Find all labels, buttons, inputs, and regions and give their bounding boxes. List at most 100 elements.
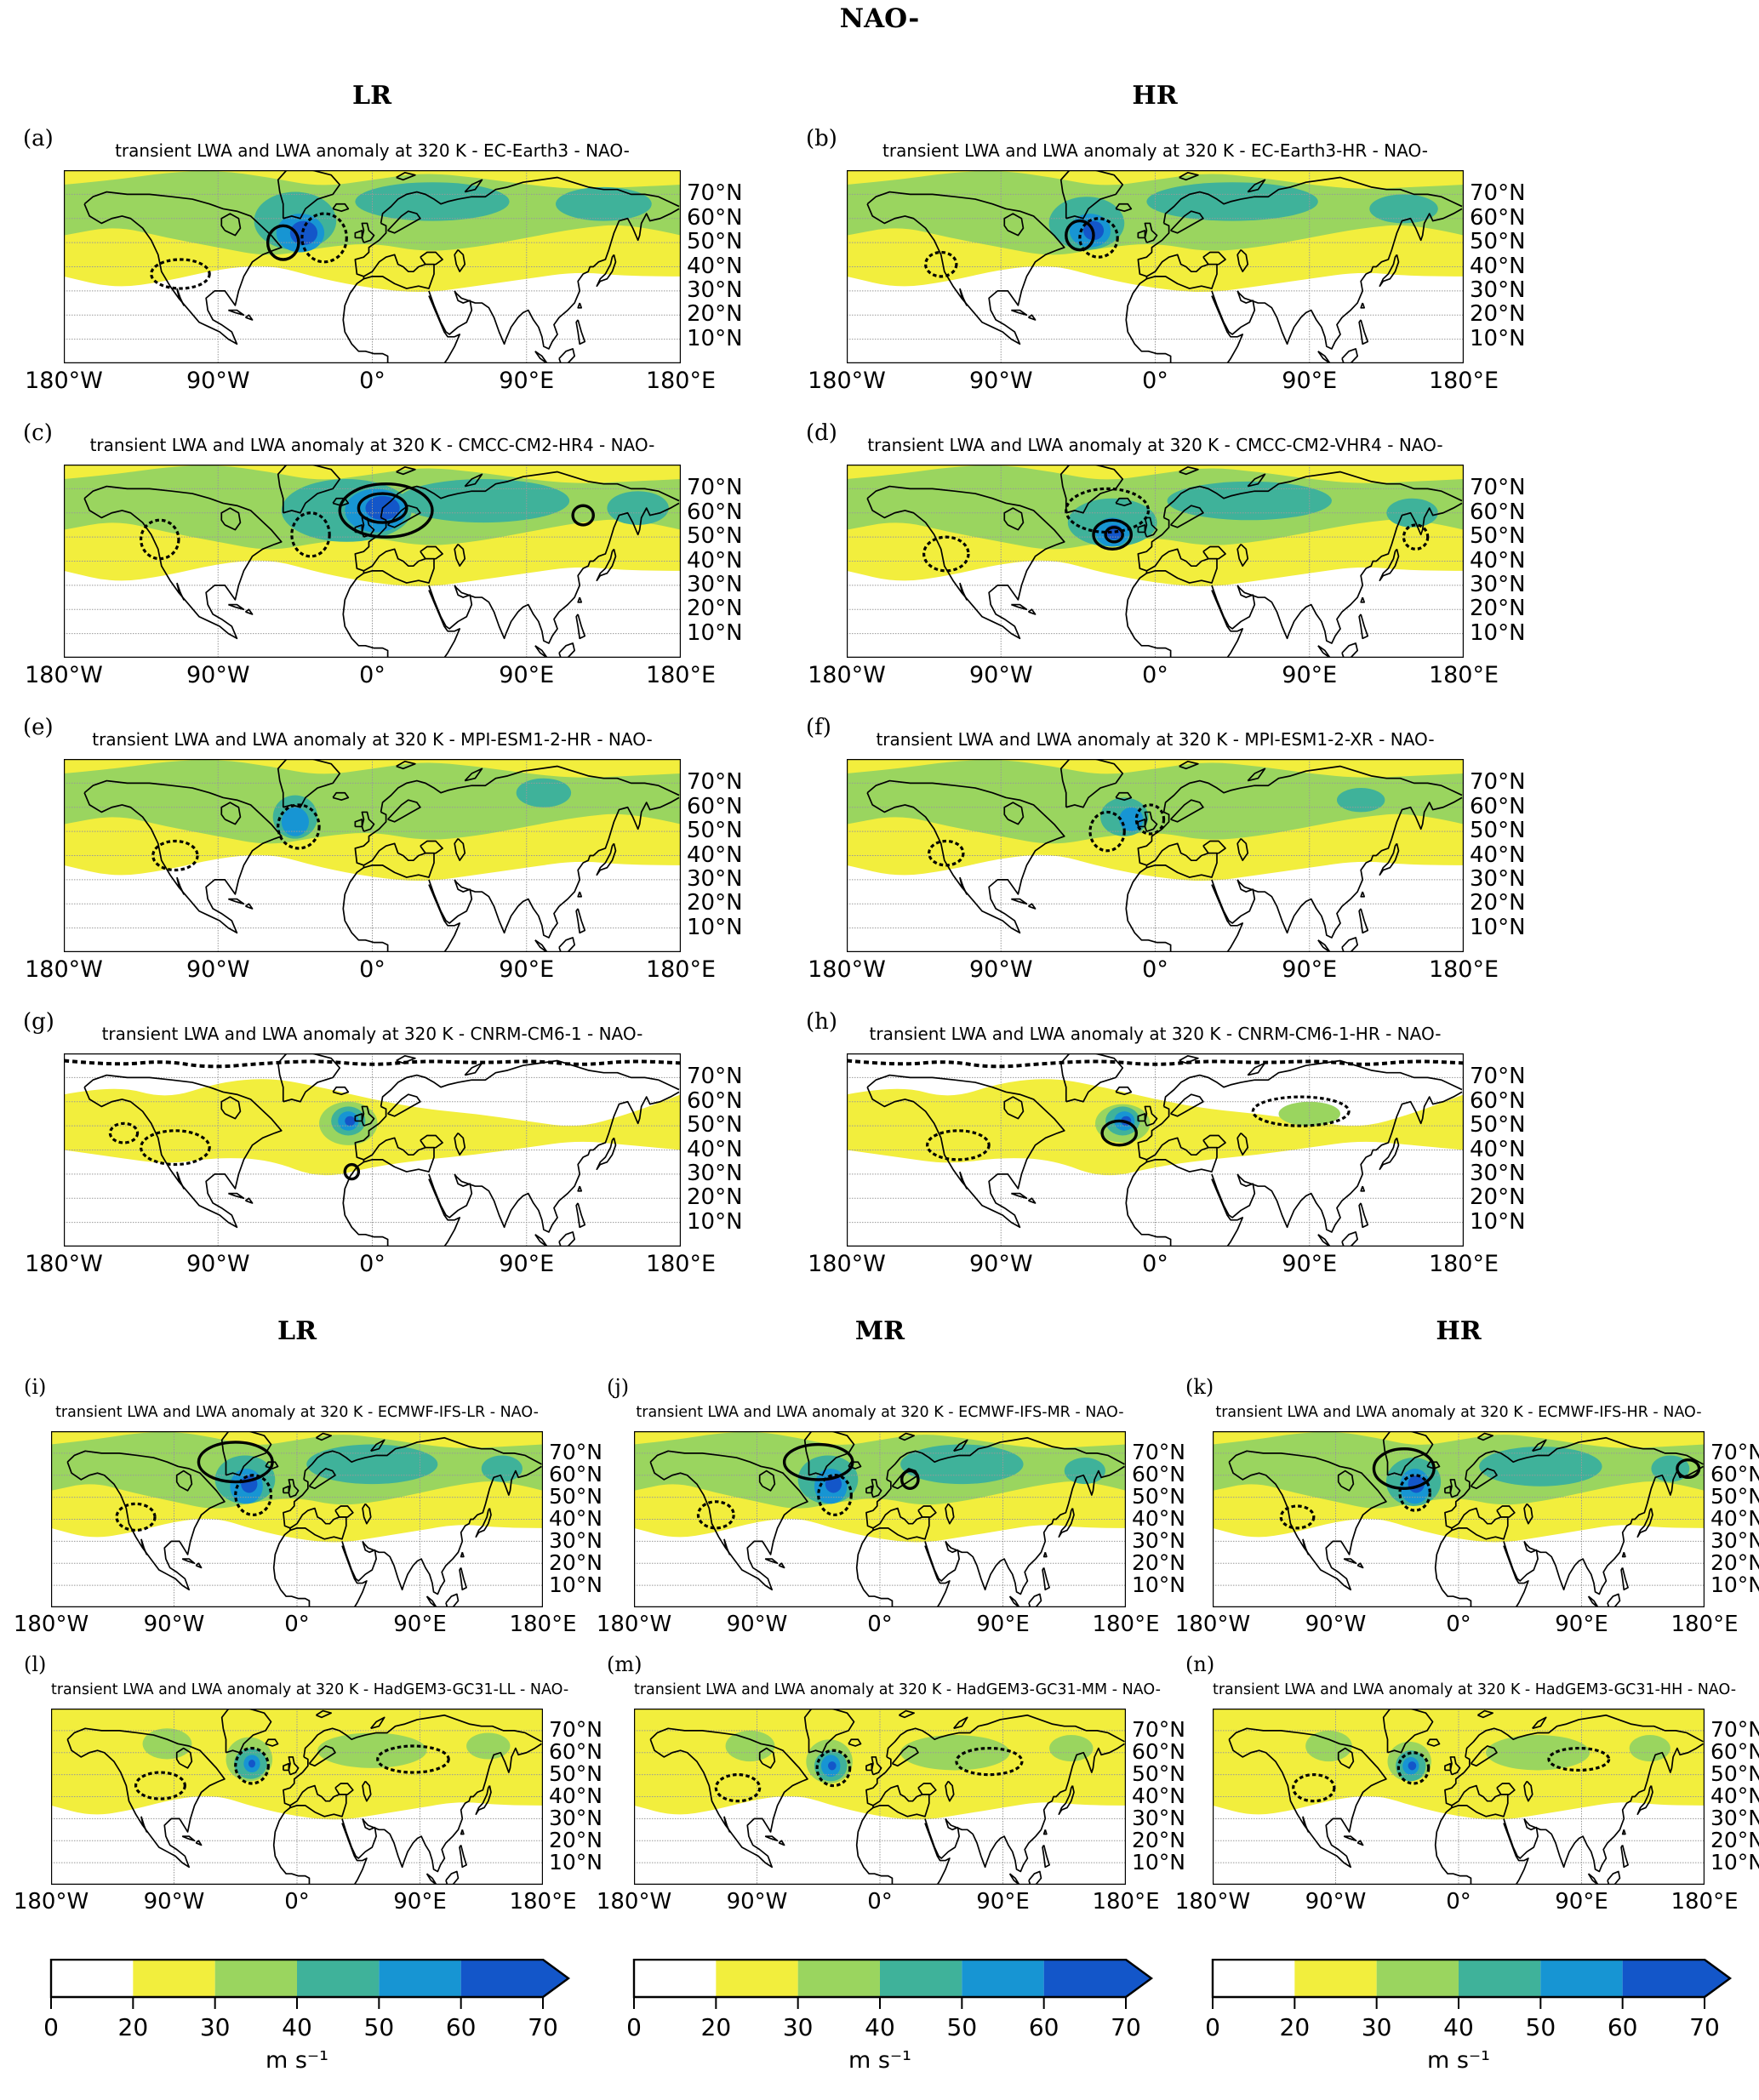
- lat-label: 60°N: [1470, 499, 1526, 525]
- colorbar-tick-label: 60: [1608, 2013, 1638, 2041]
- lat-label: 10°N: [1470, 1208, 1526, 1235]
- lon-label: 180°E: [1092, 1612, 1160, 1637]
- lon-label: 0°: [867, 1612, 893, 1637]
- lon-label: 90°E: [499, 956, 555, 983]
- lon-label: 90°W: [968, 956, 1033, 983]
- colorbar-unit: m s⁻¹: [848, 2047, 911, 2071]
- lat-label: 50°N: [687, 229, 743, 255]
- panel-m: (m) transient LWA and LWA anomaly at 320 …: [583, 1649, 1194, 1920]
- panel-title: transient LWA and LWA anomaly at 320 K -…: [89, 435, 655, 455]
- lat-label: 70°N: [1470, 769, 1526, 796]
- map-plot-g: [64, 1053, 681, 1247]
- lat-label: 20°N: [687, 301, 743, 328]
- lon-label: 90°E: [499, 662, 555, 688]
- map-plot-b: [847, 170, 1464, 363]
- lon-label: 180°W: [808, 662, 886, 688]
- panel-letter: (d): [806, 420, 837, 446]
- panel-letter: (n): [1185, 1652, 1215, 1676]
- lon-label: 90°W: [968, 368, 1033, 394]
- panel-f: (f) transient LWA and LWA anomaly at 320 …: [796, 699, 1532, 988]
- panel-a: (a) transient LWA and LWA anomaly at 320 …: [13, 111, 749, 399]
- lat-label: 20°N: [687, 890, 743, 916]
- lat-label: 10°N: [549, 1572, 603, 1597]
- lat-label: 50°N: [687, 818, 743, 844]
- panel-e: (e) transient LWA and LWA anomaly at 320 …: [13, 699, 749, 988]
- map-plot-k: [1213, 1431, 1705, 1607]
- lat-label: 30°N: [687, 277, 743, 303]
- colorbar-tick-label: 60: [446, 2013, 477, 2041]
- lon-label: 90°E: [1282, 1251, 1338, 1277]
- lat-label: 30°N: [1470, 865, 1526, 892]
- lat-label: 70°N: [1132, 1440, 1186, 1465]
- lat-label: 10°N: [1132, 1849, 1186, 1875]
- lat-label: 50°N: [1470, 229, 1526, 255]
- map-holder: [64, 170, 681, 363]
- column-header-lr-top: LR: [351, 81, 392, 111]
- colorbar-tick-label: 30: [783, 2013, 814, 2041]
- lon-label: 180°E: [509, 1612, 577, 1637]
- lat-label: 60°N: [1470, 204, 1526, 231]
- colorbar-tick-label: 0: [1205, 2013, 1220, 2041]
- lat-label: 10°N: [687, 914, 743, 940]
- lat-label: 30°N: [1710, 1527, 1759, 1553]
- column-header-mr-bottom: MR: [854, 1316, 905, 1346]
- column-header-hr-top: HR: [1132, 81, 1178, 111]
- lon-label: 0°: [867, 1889, 893, 1915]
- lat-label: 60°N: [549, 1462, 603, 1487]
- lat-label: 50°N: [1710, 1484, 1759, 1509]
- lon-label: 0°: [359, 1251, 385, 1277]
- lon-label: 90°E: [393, 1889, 447, 1915]
- map-holder: [1213, 1709, 1705, 1885]
- colorbar-holder-3: 0 20 30 40 50 60 70 m s⁻¹: [1196, 1958, 1757, 2074]
- lon-label: 0°: [359, 956, 385, 983]
- lat-label: 10°N: [687, 619, 743, 646]
- lon-label: 0°: [359, 368, 385, 394]
- lon-label: 180°E: [1092, 1889, 1160, 1915]
- lat-label: 10°N: [1710, 1572, 1759, 1597]
- panel-letter: (e): [23, 715, 54, 740]
- lat-label: 60°N: [687, 793, 743, 819]
- panel-title: transient LWA and LWA anomaly at 320 K -…: [634, 1681, 1161, 1698]
- colorbar-1: 0 20 30 40 50 60 70 m s⁻¹: [43, 1958, 571, 2074]
- lat-label: 10°N: [1470, 325, 1526, 351]
- panel-title: transient LWA and LWA anomaly at 320 K -…: [882, 140, 1428, 161]
- colorbar-3: 0 20 30 40 50 60 70 m s⁻¹: [1205, 1958, 1733, 2074]
- map-plot-j: [634, 1431, 1126, 1607]
- lat-label: 40°N: [687, 253, 743, 279]
- lon-label: 90°E: [393, 1612, 447, 1637]
- map-plot-c: [64, 465, 681, 658]
- map-holder: [847, 170, 1464, 363]
- panel-h: (h) transient LWA and LWA anomaly at 320 …: [796, 994, 1532, 1282]
- lat-label: 60°N: [1470, 793, 1526, 819]
- lon-label: 90°W: [726, 1889, 788, 1915]
- lat-label: 60°N: [1710, 1462, 1759, 1487]
- lat-label: 10°N: [687, 1208, 743, 1235]
- lat-label: 50°N: [1470, 523, 1526, 550]
- lat-label: 60°N: [687, 1087, 743, 1114]
- panel-letter: (f): [806, 715, 831, 740]
- map-holder: [847, 465, 1464, 658]
- lat-label: 20°N: [687, 1184, 743, 1211]
- colorbar-tick-label: 60: [1029, 2013, 1059, 2041]
- panel-g: (g) transient LWA and LWA anomaly at 320 …: [13, 994, 749, 1282]
- lat-label: 30°N: [1132, 1527, 1186, 1553]
- lat-label: 20°N: [1470, 890, 1526, 916]
- lon-label: 90°E: [499, 368, 555, 394]
- lat-label: 40°N: [1710, 1783, 1759, 1808]
- lon-label: 180°W: [596, 1889, 672, 1915]
- map-holder: [51, 1431, 543, 1607]
- colorbar-tick-label: 50: [1526, 2013, 1556, 2041]
- lon-label: 180°E: [1428, 1251, 1499, 1277]
- map-holder: [847, 759, 1464, 952]
- lat-label: 40°N: [1470, 547, 1526, 574]
- lon-label: 180°W: [1174, 1612, 1251, 1637]
- map-plot-f: [847, 759, 1464, 952]
- lat-label: 50°N: [549, 1761, 603, 1787]
- colorbar-unit: m s⁻¹: [266, 2047, 328, 2071]
- lon-label: 0°: [1142, 1251, 1168, 1277]
- panel-title: transient LWA and LWA anomaly at 320 K -…: [101, 1024, 643, 1044]
- lat-label: 20°N: [1132, 1827, 1186, 1852]
- lat-label: 40°N: [1132, 1506, 1186, 1531]
- colorbar-tick-label: 30: [1362, 2013, 1392, 2041]
- lat-label: 20°N: [1132, 1549, 1186, 1575]
